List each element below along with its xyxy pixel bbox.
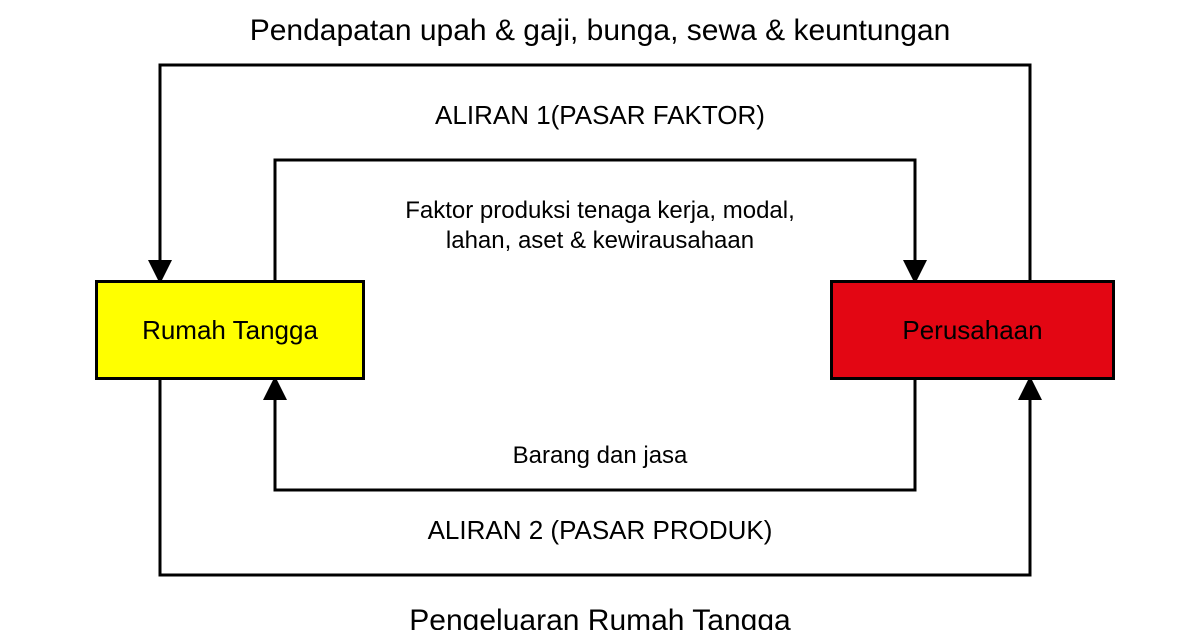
node-firm-label: Perusahaan xyxy=(902,315,1042,346)
node-firm: Perusahaan xyxy=(830,280,1115,380)
title-top: Pendapatan upah & gaji, bunga, sewa & ke… xyxy=(0,12,1200,50)
flow2-title: ALIRAN 2 (PASAR PRODUK) xyxy=(0,514,1200,547)
diagram-canvas: Pendapatan upah & gaji, bunga, sewa & ke… xyxy=(0,0,1200,630)
flow1-desc: Faktor produksi tenaga kerja, modal, lah… xyxy=(0,196,1200,256)
node-household-label: Rumah Tangga xyxy=(142,315,318,346)
flow2-desc: Barang dan jasa xyxy=(0,441,1200,471)
title-bottom: Pengeluaran Rumah Tangga xyxy=(0,602,1200,630)
flow1-title: ALIRAN 1(PASAR FAKTOR) xyxy=(0,99,1200,132)
node-household: Rumah Tangga xyxy=(95,280,365,380)
